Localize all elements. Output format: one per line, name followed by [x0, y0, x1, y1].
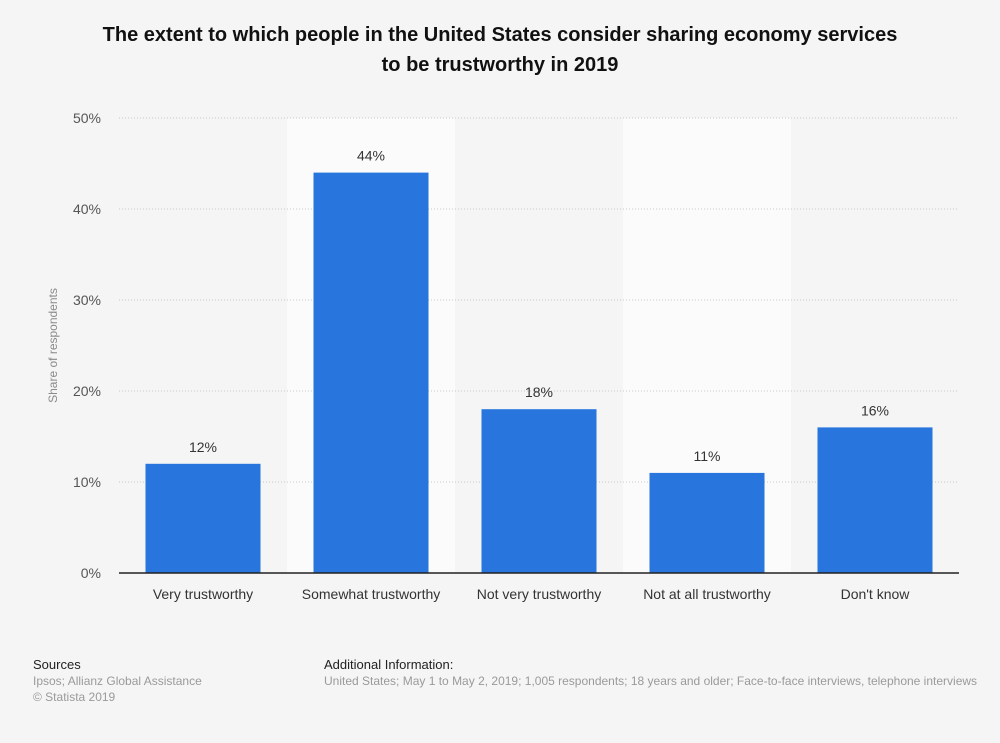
- bar-value-label: 11%: [694, 448, 721, 464]
- additional-info-block: Additional Information: United States; M…: [324, 657, 1000, 689]
- bar: [649, 472, 765, 573]
- y-tick-label: 30%: [73, 292, 101, 308]
- x-tick-label: Not at all trustworthy: [643, 586, 771, 602]
- additional-info-text: United States; May 1 to May 2, 2019; 1,0…: [324, 674, 978, 688]
- bar-value-label: 44%: [357, 148, 385, 164]
- y-axis-title: Share of respondents: [46, 288, 60, 403]
- chart-title: The extent to which people in the United…: [40, 20, 960, 80]
- y-tick-label: 50%: [73, 110, 101, 126]
- bar: [145, 463, 261, 573]
- y-tick-label: 20%: [73, 383, 101, 399]
- y-tick-label: 40%: [73, 201, 101, 217]
- sources-heading: Sources: [33, 657, 81, 672]
- bar: [481, 409, 597, 573]
- x-tick-label: Somewhat trustworthy: [302, 586, 441, 602]
- x-tick-label: Don't know: [841, 586, 911, 602]
- sources-line-2: © Statista 2019: [33, 690, 116, 704]
- bar-value-label: 12%: [189, 439, 217, 455]
- sources-block: Sources Ipsos; Allianz Global Assistance…: [33, 657, 202, 705]
- y-tick-label: 0%: [81, 565, 101, 581]
- chart-title-line-2: to be trustworthy in 2019: [381, 54, 619, 76]
- additional-info-heading: Additional Information:: [324, 657, 454, 672]
- x-tick-label: Not very trustworthy: [477, 586, 601, 602]
- bar-value-label: 16%: [861, 402, 889, 418]
- bar-chart: 0% 10% 20% 30% 40% 50% Share of respondents 12%…: [46, 110, 959, 602]
- y-tick-label: 10%: [73, 474, 101, 490]
- bar: [313, 172, 429, 573]
- bar: [817, 427, 933, 573]
- sources-line-1: Ipsos; Allianz Global Assistance: [33, 674, 202, 688]
- x-tick-label: Very trustworthy: [153, 586, 253, 602]
- bar-value-label: 18%: [525, 384, 553, 400]
- chart-title-line-1: The extent to which people in the United…: [102, 24, 898, 46]
